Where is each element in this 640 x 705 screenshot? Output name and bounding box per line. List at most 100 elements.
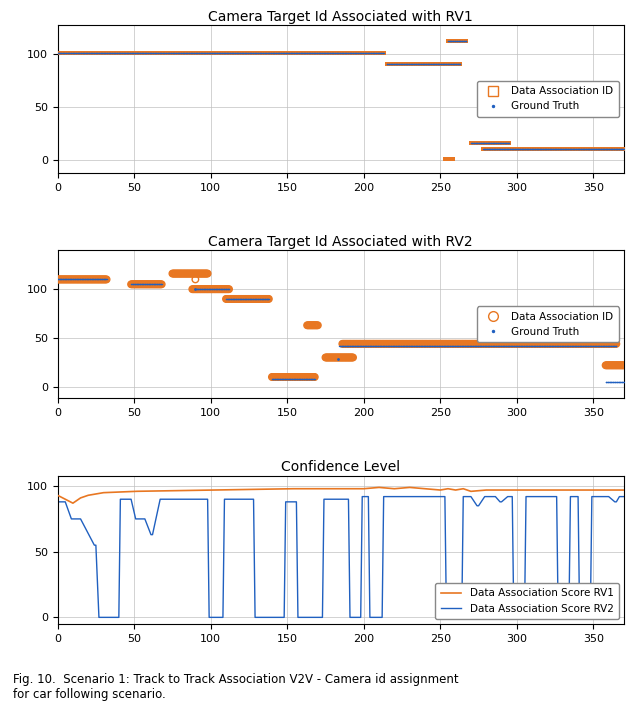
- Point: [210, 283, 220, 295]
- Point: [569, 340, 579, 351]
- Point: [243, 48, 253, 59]
- Point: [470, 137, 480, 149]
- Point: [350, 340, 360, 351]
- Point: [445, 59, 455, 70]
- Point: [69, 274, 79, 285]
- Point: [612, 360, 623, 371]
- Point: [450, 59, 460, 70]
- Point: [139, 48, 149, 59]
- Point: [290, 48, 300, 59]
- Point: [442, 59, 452, 70]
- Point: [548, 143, 558, 154]
- Point: [114, 48, 124, 59]
- Point: [285, 48, 295, 59]
- Point: [288, 48, 298, 59]
- Point: [267, 372, 277, 383]
- Point: [597, 338, 607, 350]
- Point: [543, 340, 554, 351]
- Point: [226, 48, 236, 59]
- Point: [509, 340, 520, 351]
- Point: [595, 143, 605, 154]
- Point: [503, 338, 513, 350]
- Point: [198, 283, 208, 295]
- Point: [563, 340, 573, 351]
- Point: [413, 338, 424, 350]
- Point: [490, 143, 500, 154]
- Point: [451, 35, 461, 47]
- Point: [526, 143, 536, 154]
- Point: [264, 48, 274, 59]
- Point: [85, 274, 95, 285]
- Point: [376, 340, 386, 351]
- Point: [55, 48, 65, 59]
- Point: [438, 338, 448, 350]
- Point: [326, 48, 336, 59]
- Point: [69, 274, 79, 285]
- Point: [597, 143, 607, 154]
- Point: [481, 143, 492, 154]
- Point: [220, 283, 230, 295]
- Point: [444, 154, 454, 165]
- Point: [240, 48, 250, 59]
- Point: [515, 143, 525, 154]
- Point: [570, 338, 580, 350]
- Point: [385, 59, 395, 70]
- Point: [531, 340, 541, 351]
- Point: [99, 274, 109, 285]
- Point: [249, 48, 259, 59]
- Point: [404, 59, 415, 70]
- Point: [213, 283, 223, 295]
- Point: [582, 143, 592, 154]
- Point: [219, 48, 229, 59]
- Data Association Score RV2: [358, 492, 366, 501]
- Point: [446, 35, 456, 47]
- Point: [510, 338, 520, 350]
- Point: [462, 338, 472, 350]
- Point: [237, 48, 247, 59]
- Point: [292, 48, 302, 59]
- Point: [147, 278, 157, 290]
- Point: [535, 340, 545, 351]
- Point: [220, 48, 230, 59]
- Point: [238, 293, 248, 305]
- Point: [422, 59, 432, 70]
- Point: [541, 340, 551, 351]
- Point: [489, 340, 499, 351]
- Point: [398, 340, 408, 351]
- Point: [424, 340, 434, 351]
- Point: [239, 48, 249, 59]
- Point: [314, 48, 324, 59]
- Point: [460, 338, 470, 350]
- Point: [381, 340, 392, 351]
- Point: [578, 143, 588, 154]
- Point: [202, 48, 212, 59]
- Point: [504, 340, 514, 351]
- Point: [433, 340, 444, 351]
- Point: [465, 340, 476, 351]
- Point: [211, 283, 221, 295]
- Point: [305, 372, 316, 383]
- Point: [608, 143, 618, 154]
- Point: [506, 338, 516, 350]
- Point: [93, 274, 103, 285]
- Point: [56, 274, 66, 285]
- Point: [260, 293, 271, 305]
- Point: [576, 143, 586, 154]
- Point: [504, 143, 514, 154]
- Point: [92, 274, 102, 285]
- Point: [418, 338, 428, 350]
- Point: [484, 338, 494, 350]
- Point: [466, 338, 476, 350]
- Point: [481, 143, 492, 154]
- Point: [245, 48, 255, 59]
- Point: [496, 340, 506, 351]
- Point: [172, 48, 182, 59]
- Point: [435, 59, 445, 70]
- Point: [354, 48, 364, 59]
- Point: [467, 340, 477, 351]
- Point: [503, 143, 513, 154]
- Point: [227, 293, 237, 305]
- Point: [401, 59, 411, 70]
- Point: [117, 48, 127, 59]
- Point: [550, 143, 561, 154]
